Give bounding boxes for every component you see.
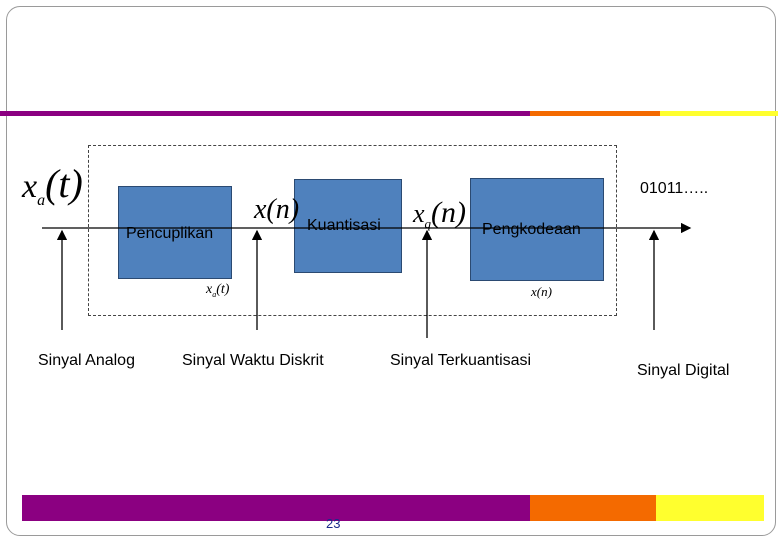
analog-signal-label: Sinyal Analog <box>38 352 135 369</box>
system-boundary <box>88 145 617 316</box>
quantized-signal-label: Sinyal Terkuantisasi <box>390 352 532 369</box>
sampler-input-math: xa(t) <box>206 282 230 299</box>
encoder-input-math: x(n) <box>531 284 552 299</box>
top-stripe-purple <box>0 111 530 116</box>
analog-signal-math: xa(t) <box>22 161 83 209</box>
sampler-label: Pencuplikan <box>126 225 214 242</box>
discrete-signal-label: Sinyal Waktu Diskrit <box>182 352 324 369</box>
bottom-bar-yellow <box>656 495 764 521</box>
discrete-signal-math: x(n) <box>254 194 300 225</box>
encoder-block <box>470 178 604 281</box>
quantized-signal-math: xq(n) <box>413 196 467 232</box>
quantizer-label: Kuantisasi <box>307 217 381 234</box>
sampler-block <box>118 186 232 279</box>
bottom-bar-orange <box>530 495 656 521</box>
top-stripe-orange <box>530 111 660 116</box>
quantizer-block <box>294 179 402 273</box>
digital-signal-label: Sinyal Digital <box>637 362 730 379</box>
encoder-label: Pengkodeaan <box>482 221 581 238</box>
page-number: 23 <box>326 516 341 531</box>
top-stripe-yellow <box>660 111 778 116</box>
output-bits: 01011….. <box>640 180 709 197</box>
bottom-bar-purple <box>22 495 530 521</box>
